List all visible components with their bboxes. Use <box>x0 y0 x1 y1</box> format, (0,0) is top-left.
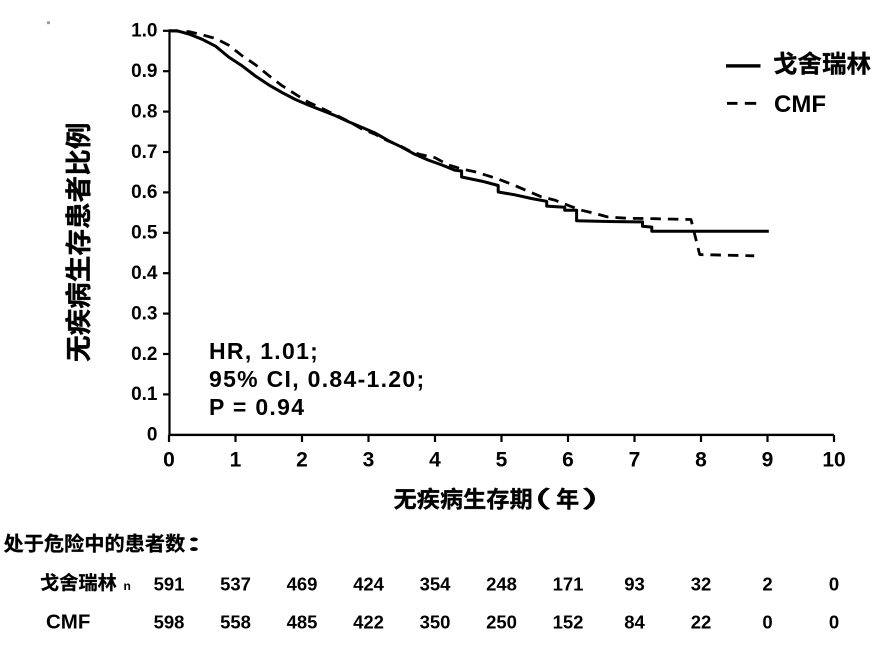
svg-text:354: 354 <box>420 573 452 594</box>
svg-text:0.8: 0.8 <box>131 101 157 122</box>
svg-text:0.3: 0.3 <box>131 303 157 324</box>
svg-text:350: 350 <box>420 612 451 633</box>
svg-text:CMF: CMF <box>774 91 826 118</box>
svg-text:8: 8 <box>695 449 707 472</box>
svg-text:0.7: 0.7 <box>131 142 157 163</box>
svg-text:0.4: 0.4 <box>131 263 158 284</box>
svg-text:152: 152 <box>553 612 584 633</box>
svg-text:HR, 1.01;: HR, 1.01; <box>209 338 319 364</box>
svg-text:2: 2 <box>762 573 772 594</box>
svg-text:1.0: 1.0 <box>131 21 157 42</box>
svg-text:0: 0 <box>147 425 158 446</box>
svg-text:0: 0 <box>762 612 772 633</box>
svg-text:248: 248 <box>486 573 517 594</box>
svg-text:0.2: 0.2 <box>131 344 157 365</box>
svg-text:558: 558 <box>220 612 251 633</box>
svg-text:5: 5 <box>496 449 508 472</box>
svg-text:32: 32 <box>691 573 712 594</box>
svg-text:250: 250 <box>486 612 517 633</box>
svg-text:0.5: 0.5 <box>131 223 158 244</box>
svg-text:0: 0 <box>829 573 839 594</box>
svg-text:CMF: CMF <box>46 611 90 634</box>
svg-text:93: 93 <box>624 573 645 594</box>
svg-text:537: 537 <box>220 573 251 594</box>
svg-text:1: 1 <box>230 449 242 472</box>
svg-text:95% CI, 0.84-1.20;: 95% CI, 0.84-1.20; <box>209 366 425 392</box>
svg-text:n: n <box>124 579 131 593</box>
svg-text:3: 3 <box>363 449 375 472</box>
svg-text:4: 4 <box>429 449 441 472</box>
svg-text:0.9: 0.9 <box>131 61 157 82</box>
svg-text:0.6: 0.6 <box>131 182 157 203</box>
svg-text:422: 422 <box>353 612 384 633</box>
svg-text:6: 6 <box>562 449 574 472</box>
svg-text:424: 424 <box>353 573 385 594</box>
svg-text:0.1: 0.1 <box>131 384 158 405</box>
svg-text:2: 2 <box>296 449 308 472</box>
svg-text:485: 485 <box>287 612 318 633</box>
svg-text:469: 469 <box>287 573 318 594</box>
svg-text:7: 7 <box>629 449 641 472</box>
svg-text:10: 10 <box>822 449 845 472</box>
svg-text:0: 0 <box>829 612 839 633</box>
svg-text:P = 0.94: P = 0.94 <box>209 394 305 420</box>
svg-text:171: 171 <box>553 573 584 594</box>
svg-text:22: 22 <box>691 612 712 633</box>
svg-text:0: 0 <box>163 449 175 472</box>
svg-text:84: 84 <box>624 612 645 633</box>
svg-text:9: 9 <box>762 449 774 472</box>
svg-text:598: 598 <box>154 612 185 633</box>
svg-text:591: 591 <box>154 573 185 594</box>
